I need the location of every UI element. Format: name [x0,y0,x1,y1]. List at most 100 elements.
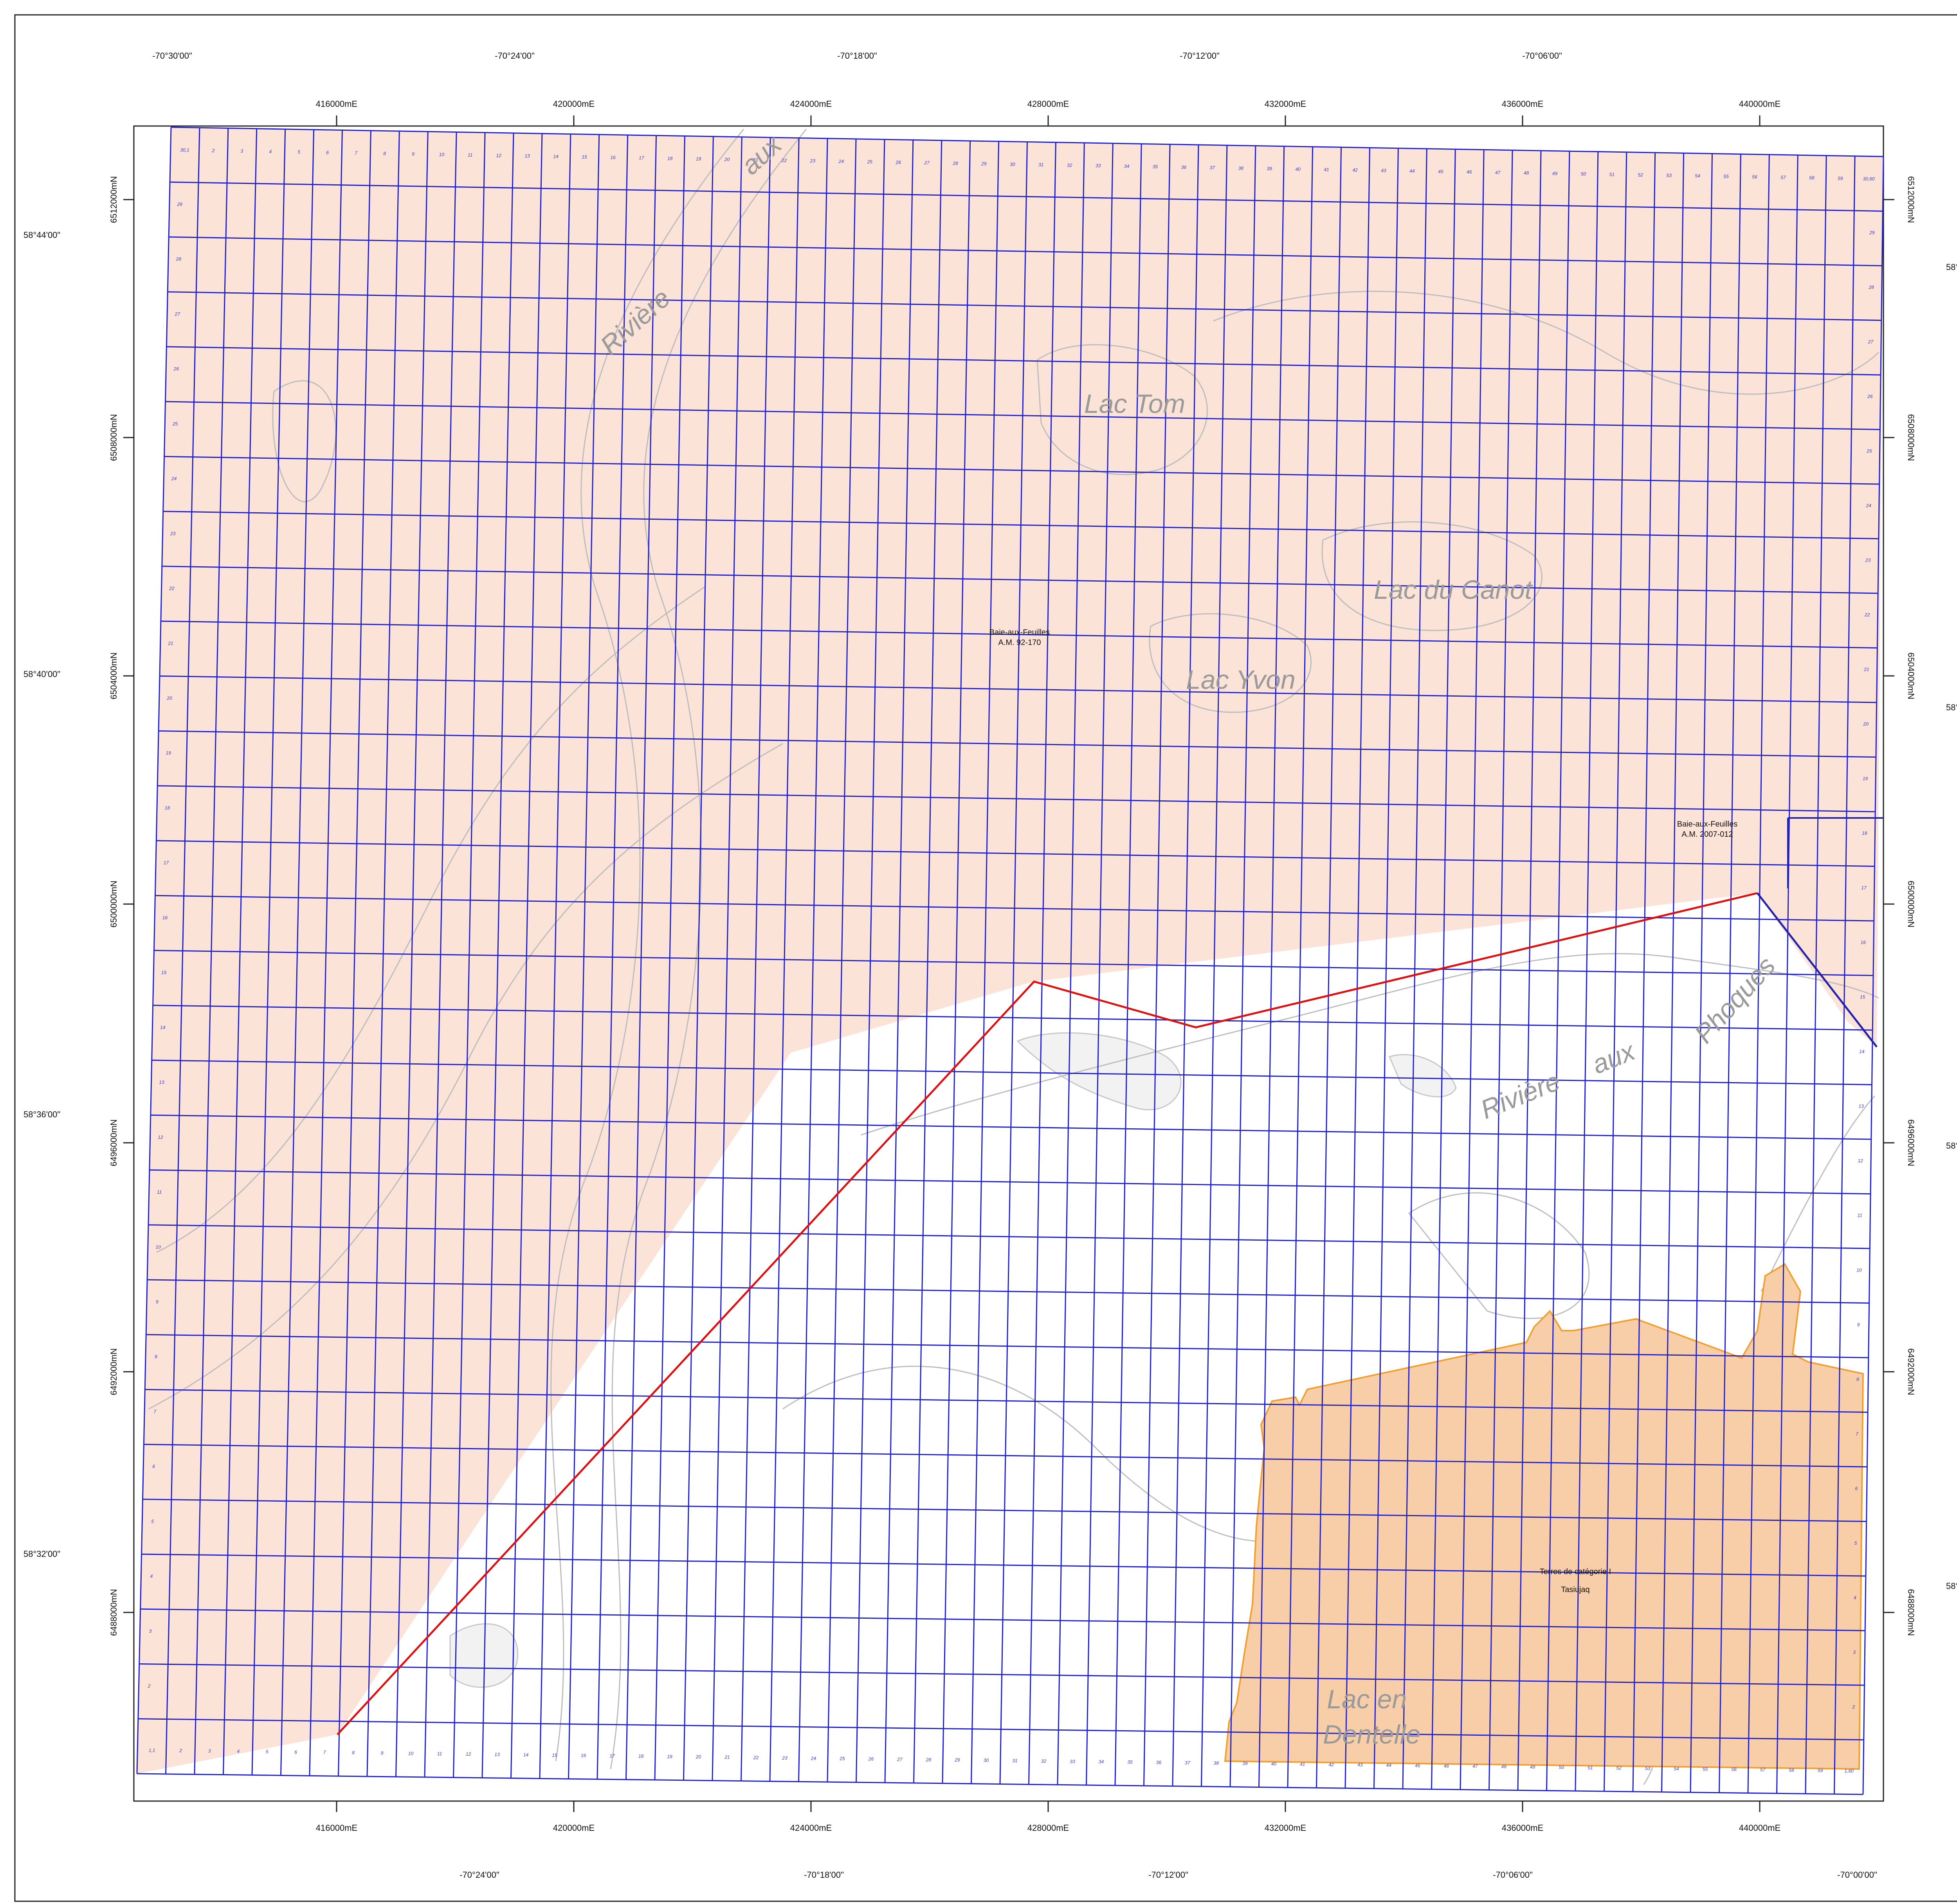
grid-cell-label-top: 4 [269,149,272,154]
grid-cell-label-top: 19 [696,156,701,162]
grid-row-line [154,950,1874,976]
grid-cell-label-bottom: 16 [581,1753,586,1758]
grid-cell-label-bottom: 17 [609,1753,615,1759]
grid-cell-label-bottom: 32 [1041,1758,1047,1764]
grid-cell-label-top: 49 [1552,171,1558,176]
grid-cell-label-top: 3 [241,148,243,154]
lon-label-bottom: -70°12'00" [1148,1870,1188,1880]
grid-row-line [160,620,1878,648]
coordinate-labels: -70°30'00" -70°24'00" -70°18'00" -70°12'… [23,51,1957,1880]
contour-line [1213,290,1880,395]
tick-marks [123,199,1894,1613]
grid-cell-label-bottom: 14 [523,1752,529,1758]
grid-cell-label-left: 14 [160,1025,166,1030]
grid-cell-label-top: 44 [1409,168,1415,174]
grid-row-line [137,1773,1863,1795]
grid-cell-label-bottom: 2 [179,1748,182,1753]
grid-cell-label-bottom: 44 [1386,1763,1392,1768]
grid-cell-label-top: 43 [1381,168,1386,173]
grid-row-line [144,1444,1867,1468]
grid-cell-label-left: 25 [172,421,178,427]
grid-cell-label-bottom: 53 [1645,1766,1651,1771]
grid-cell-label-bottom: 43 [1357,1762,1363,1768]
lat-label-left: 58°32'00" [23,1549,60,1559]
boundary-line [337,892,1758,1735]
grid-row-line [151,1059,1872,1085]
grid-cell-label-left: 28 [176,256,182,262]
lat-label-left: 58°40'00" [23,669,60,679]
grid-cell-label-top: 42 [1352,168,1358,173]
grid-cell-label-right: 8 [1856,1376,1859,1382]
grid-cell-label-top: 36 [1181,164,1187,170]
contour-line [550,129,744,1762]
grid-cell-label-bottom: 7 [323,1750,326,1755]
lon-label-top: -70°12'00" [1180,51,1220,61]
grid-cell-label-left: 2 [148,1683,151,1689]
place-name-lac-en: Lac en [1327,1684,1407,1714]
grid-row-line [166,346,1881,376]
grid-cell-label-right: 11 [1857,1213,1862,1218]
grid-cell-label-left: 8 [155,1354,157,1360]
grid-cell-label-left: 6 [152,1464,155,1469]
grid-cell-label-bottom: 25 [839,1756,845,1762]
map-content: 30,11,1223344556677889910101111121213131… [136,126,1884,1795]
category-land-name: Terres de catégorie I [1540,1567,1611,1576]
grid-cell-label-right: 3 [1853,1650,1856,1655]
lon-label-bottom: -70°18'00" [804,1870,844,1880]
grid-cell-label-bottom: 11 [437,1751,442,1756]
easting-label-top: 436000mE [1502,99,1543,109]
grid-cell-label-top: 29 [981,161,987,167]
grid-cell-label-left: 21 [168,641,173,646]
grid-cell-label-bottom: 12 [466,1751,471,1757]
grid-cell-label-top: 15 [582,154,587,160]
grid-cell-label-top: 47 [1495,170,1501,175]
grid-cell-label-top: 58 [1809,175,1815,181]
grid-cell-label-bottom: 54 [1674,1766,1679,1771]
area-name-baie-2: Baie-aux-Feuilles [1677,820,1738,829]
grid-cell-label-right: 26 [1867,394,1873,399]
grid-cell-label-bottom: 39 [1242,1761,1248,1766]
grid-row-line [156,840,1875,867]
grid-cell-label-top: 23 [810,158,816,164]
grid-cell-label-left: 13 [159,1080,164,1085]
contour-line [272,380,337,503]
grid-cell-label-bottom: 1,1 [149,1747,155,1753]
grid-cell-label-bottom: 23 [782,1755,787,1761]
place-name-lac-tom: Lac Tom [1084,389,1185,419]
grid-cell-label-right: 29 [1869,230,1875,236]
grid-cell-label-bottom: 4 [237,1749,240,1754]
lake-shape [449,1623,518,1688]
grid-cell-label-top: 28 [952,160,958,166]
grid-cell-label-bottom: 5 [266,1749,269,1754]
outer-neatline [14,14,1957,1902]
grid-cell-label-bottom: 36 [1156,1760,1162,1765]
grid-cell-label-left: 20 [166,695,172,701]
boundary-line-blue [1757,892,1878,1048]
grid-cell-label-bottom: 51 [1588,1765,1593,1771]
grid-cell-label-bottom: 56 [1731,1767,1737,1772]
grid-cell-label-left: 12 [158,1135,163,1140]
claim-area [136,127,1883,1774]
grid-cell-label-left: 29 [177,202,182,207]
grid-cell-label-left: 3 [149,1628,152,1634]
grid-row-line [168,291,1881,321]
grid-cell-label-bottom: 37 [1185,1760,1191,1765]
grid-cell-label-right: 27 [1868,339,1874,345]
grid-cell-label-top: 50 [1581,171,1586,177]
grid-row-line [140,1608,1865,1631]
grid-cell-label-left: 19 [166,750,171,756]
lon-label-bottom: -70°00'00" [1837,1870,1877,1880]
grid-row-line [141,1553,1866,1577]
lat-label-left: 58°44'00" [23,230,60,240]
grid-cell-label-bottom: 19 [667,1754,672,1759]
grid-cell-label-left: 9 [156,1299,159,1305]
grid-cell-label-left: 27 [175,311,181,317]
grid-row-line [159,730,1876,758]
grid-cell-label-left: 18 [165,805,170,811]
grid-cell-label-bottom: 41 [1300,1762,1305,1767]
category-i-lands [1224,1263,1864,1770]
grid-cell-label-bottom: 50 [1559,1765,1564,1770]
northing-label-left: 6492000mN [109,1348,119,1395]
grid-cell-label-bottom: 24 [811,1756,816,1761]
grid-cell-label-right: 9 [1857,1322,1860,1328]
